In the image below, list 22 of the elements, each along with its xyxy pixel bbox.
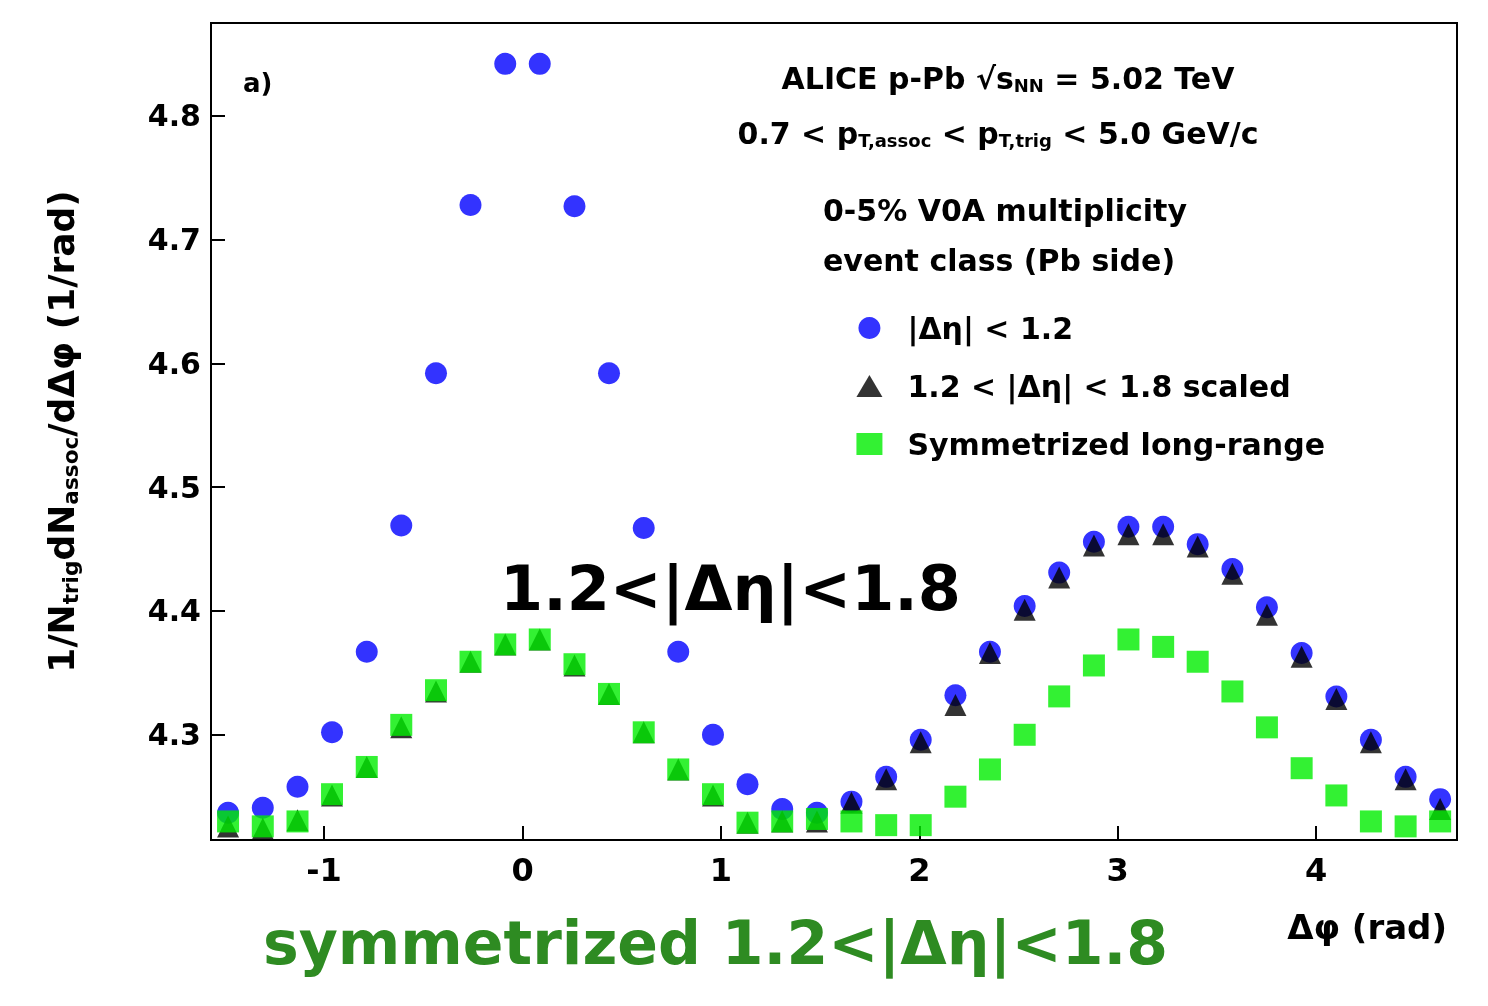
y-tick-label: 4.8 (147, 98, 201, 134)
y-tick-label: 4.5 (147, 469, 201, 505)
text: symmetrized 1.2<|Δη|<1.8 (263, 908, 1168, 979)
x-tick-label: 1 (709, 851, 733, 889)
x-tick-label: 0 (511, 851, 534, 889)
annotation: 1.2<|Δη|<1.8 (500, 551, 961, 626)
x-tick-label: -1 (306, 851, 342, 889)
legend-label: |Δη| < 1.2 (907, 310, 1074, 347)
x-tick-label: 2 (908, 851, 931, 889)
x-axis-title: Δφ (rad) (1287, 907, 1447, 947)
x-tick-label: 3 (1106, 851, 1129, 889)
annotation: event class (Pb side) (823, 242, 1176, 278)
x-tick-label: 4 (1305, 851, 1328, 889)
y-tick-label: 4.6 (147, 345, 201, 381)
annotation: 0-5% V0A multiplicity (823, 192, 1188, 228)
y-tick-label: 4.4 (147, 593, 201, 629)
legend-label: 1.2 < |Δη| < 1.8 scaled (907, 368, 1291, 405)
legend-label: Symmetrized long-range (907, 426, 1326, 462)
annotation: a) (243, 68, 273, 98)
y-tick-label: 4.7 (147, 222, 201, 258)
y-axis-title: 1/NtrigdNassoc/dΔφ (1/rad) (40, 190, 83, 673)
y-tick-label: 4.3 (147, 717, 201, 753)
